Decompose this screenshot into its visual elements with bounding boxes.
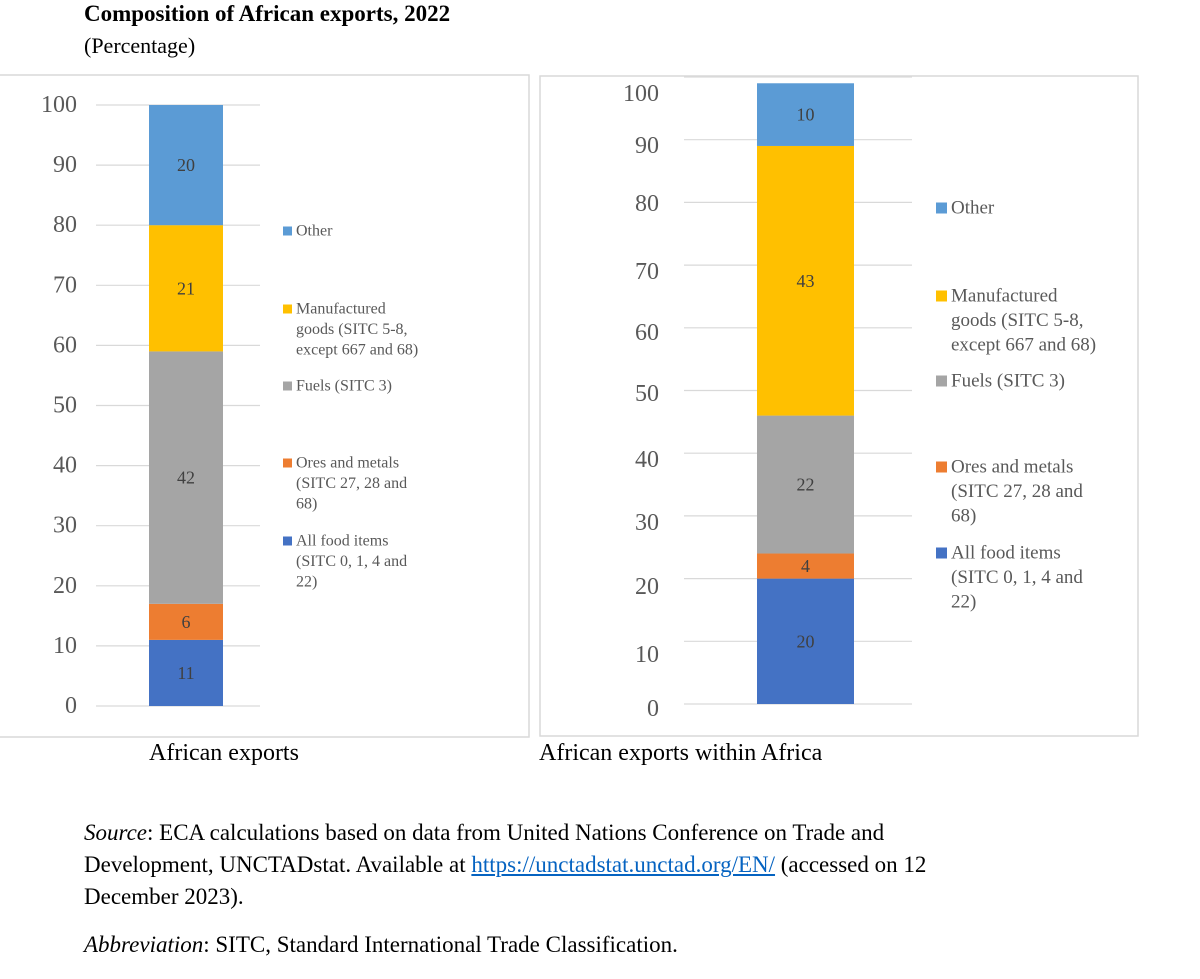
right-legend-swatch (936, 375, 947, 387)
left-legend-label: except 667 and 68) (296, 342, 418, 359)
right-y-tick-label: 90 (635, 133, 659, 159)
left-legend-label: goods (SITC 5-8, (296, 321, 408, 338)
left-legend-label: (SITC 0, 1, 4 and (296, 553, 407, 570)
abbreviation-note: Abbreviation: SITC, Standard Internation… (84, 929, 1004, 961)
left-y-tick-label: 100 (41, 92, 77, 118)
right-legend-swatch (936, 547, 947, 559)
source-text: : ECA calculations based on data from Un… (84, 820, 885, 877)
charts-canvas: 0102030405060708090100116422120OtherManu… (0, 74, 1139, 738)
right-data-label: 22 (797, 475, 815, 495)
left-legend-label: (SITC 27, 28 and (296, 475, 407, 492)
left-bar-segment-0 (149, 639, 223, 706)
category-label-african-exports: African exports (149, 740, 299, 766)
right-y-tick-label: 40 (635, 447, 659, 473)
abbreviation-label: Abbreviation (84, 932, 204, 957)
left-legend-label: Manufactured (296, 301, 386, 318)
left-legend-label: All food items (296, 533, 388, 550)
left-y-tick-label: 10 (53, 633, 77, 659)
right-legend-label: goods (SITC 5-8, (951, 310, 1083, 331)
right-bar-segment-0 (757, 578, 854, 704)
figure-subtitle: (Percentage) (84, 33, 196, 58)
left-bar-segment-1 (149, 603, 223, 640)
right-legend-label: All food items (951, 543, 1061, 564)
left-data-label: 21 (177, 278, 195, 298)
right-legend-label: 22) (951, 592, 976, 613)
right-legend-label: Fuels (SITC 3) (951, 371, 1065, 392)
left-y-tick-label: 90 (53, 152, 77, 178)
abbreviation-text: : SITC, Standard International Trade Cla… (203, 932, 678, 957)
left-data-label: 42 (177, 468, 195, 488)
left-bar-segment-2 (149, 351, 223, 604)
left-data-label: 6 (182, 612, 191, 632)
left-data-label: 20 (177, 155, 195, 175)
left-legend-label: Ores and metals (296, 455, 399, 472)
right-data-label: 20 (797, 631, 815, 651)
left-y-tick-label: 30 (53, 513, 77, 539)
left-legend-swatch (283, 458, 292, 468)
left-legend-swatch (283, 304, 292, 314)
right-legend-swatch (936, 461, 947, 473)
left-y-tick-label: 80 (53, 212, 77, 238)
left-data-label: 11 (177, 663, 194, 683)
left-y-tick-label: 0 (65, 693, 77, 719)
left-y-tick-label: 60 (53, 332, 77, 358)
right-y-tick-label: 30 (635, 510, 659, 536)
right-bar-segment-1 (757, 553, 854, 579)
left-legend-label: Fuels (SITC 3) (296, 378, 392, 395)
left-legend-label: Other (296, 223, 333, 240)
left-y-tick-label: 20 (53, 573, 77, 599)
category-label-within-africa: African exports within Africa (539, 740, 823, 766)
right-y-tick-label: 100 (623, 81, 659, 107)
right-data-label: 4 (801, 556, 810, 576)
left-y-tick-label: 70 (53, 272, 77, 298)
left-legend-swatch (283, 536, 292, 546)
right-legend-label: 68) (951, 506, 976, 527)
right-y-tick-label: 80 (635, 191, 659, 217)
source-link[interactable]: https://unctadstat.unctad.org/EN/ (471, 852, 776, 877)
right-chart-frame (539, 75, 1139, 737)
right-legend-swatch (936, 290, 947, 302)
right-bar-segment-3 (757, 145, 854, 416)
right-y-tick-label: 50 (635, 381, 659, 407)
right-legend-swatch (936, 202, 947, 214)
left-bar-segment-4 (149, 105, 223, 226)
right-legend-label: (SITC 0, 1, 4 and (951, 567, 1083, 588)
source-text-after: (accessed on 12 December 2023). (84, 852, 927, 909)
left-legend-label: 68) (296, 496, 317, 513)
right-bar-segment-4 (757, 83, 854, 146)
source-label: Source (84, 820, 148, 845)
left-chart-frame (0, 74, 530, 738)
right-y-tick-label: 60 (635, 320, 659, 346)
right-y-tick-label: 20 (635, 574, 659, 600)
right-data-label: 43 (797, 271, 815, 291)
left-legend-label: 22) (296, 574, 317, 591)
left-legend-swatch (283, 381, 292, 391)
source-note: Source: ECA calculations based on data f… (84, 817, 1004, 913)
right-legend-label: Other (951, 198, 995, 219)
right-legend-label: (SITC 27, 28 and (951, 481, 1083, 502)
right-y-tick-label: 10 (635, 642, 659, 668)
right-y-tick-label: 0 (647, 696, 659, 722)
right-bar-segment-2 (757, 415, 854, 554)
figure-title: Composition of African exports, 2022 (84, 1, 451, 26)
right-y-tick-label: 70 (635, 259, 659, 285)
left-y-tick-label: 50 (53, 393, 77, 419)
right-legend-label: except 667 and 68) (951, 335, 1096, 356)
right-legend-label: Manufactured (951, 286, 1058, 307)
left-bar-segment-3 (149, 225, 223, 352)
right-data-label: 10 (797, 105, 815, 125)
right-legend-label: Ores and metals (951, 457, 1073, 478)
left-y-tick-label: 40 (53, 453, 77, 479)
left-legend-swatch (283, 226, 292, 236)
